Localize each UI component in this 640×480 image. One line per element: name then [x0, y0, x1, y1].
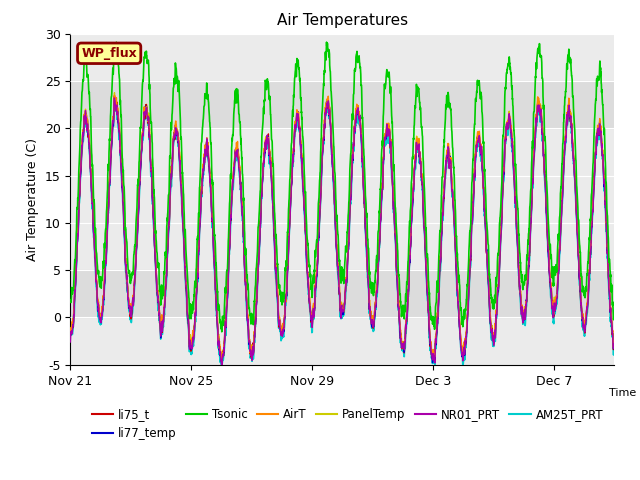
Bar	[70, 270, 614, 317]
Title: Air Temperatures: Air Temperatures	[277, 13, 408, 28]
X-axis label: Time: Time	[609, 388, 636, 398]
Y-axis label: Air Temperature (C): Air Temperature (C)	[26, 138, 39, 261]
Text: WP_flux: WP_flux	[81, 47, 137, 60]
Legend: li75_t, li77_temp, Tsonic, AirT, PanelTemp, NR01_PRT, AM25T_PRT: li75_t, li77_temp, Tsonic, AirT, PanelTe…	[87, 404, 608, 445]
Bar	[70, 81, 614, 128]
